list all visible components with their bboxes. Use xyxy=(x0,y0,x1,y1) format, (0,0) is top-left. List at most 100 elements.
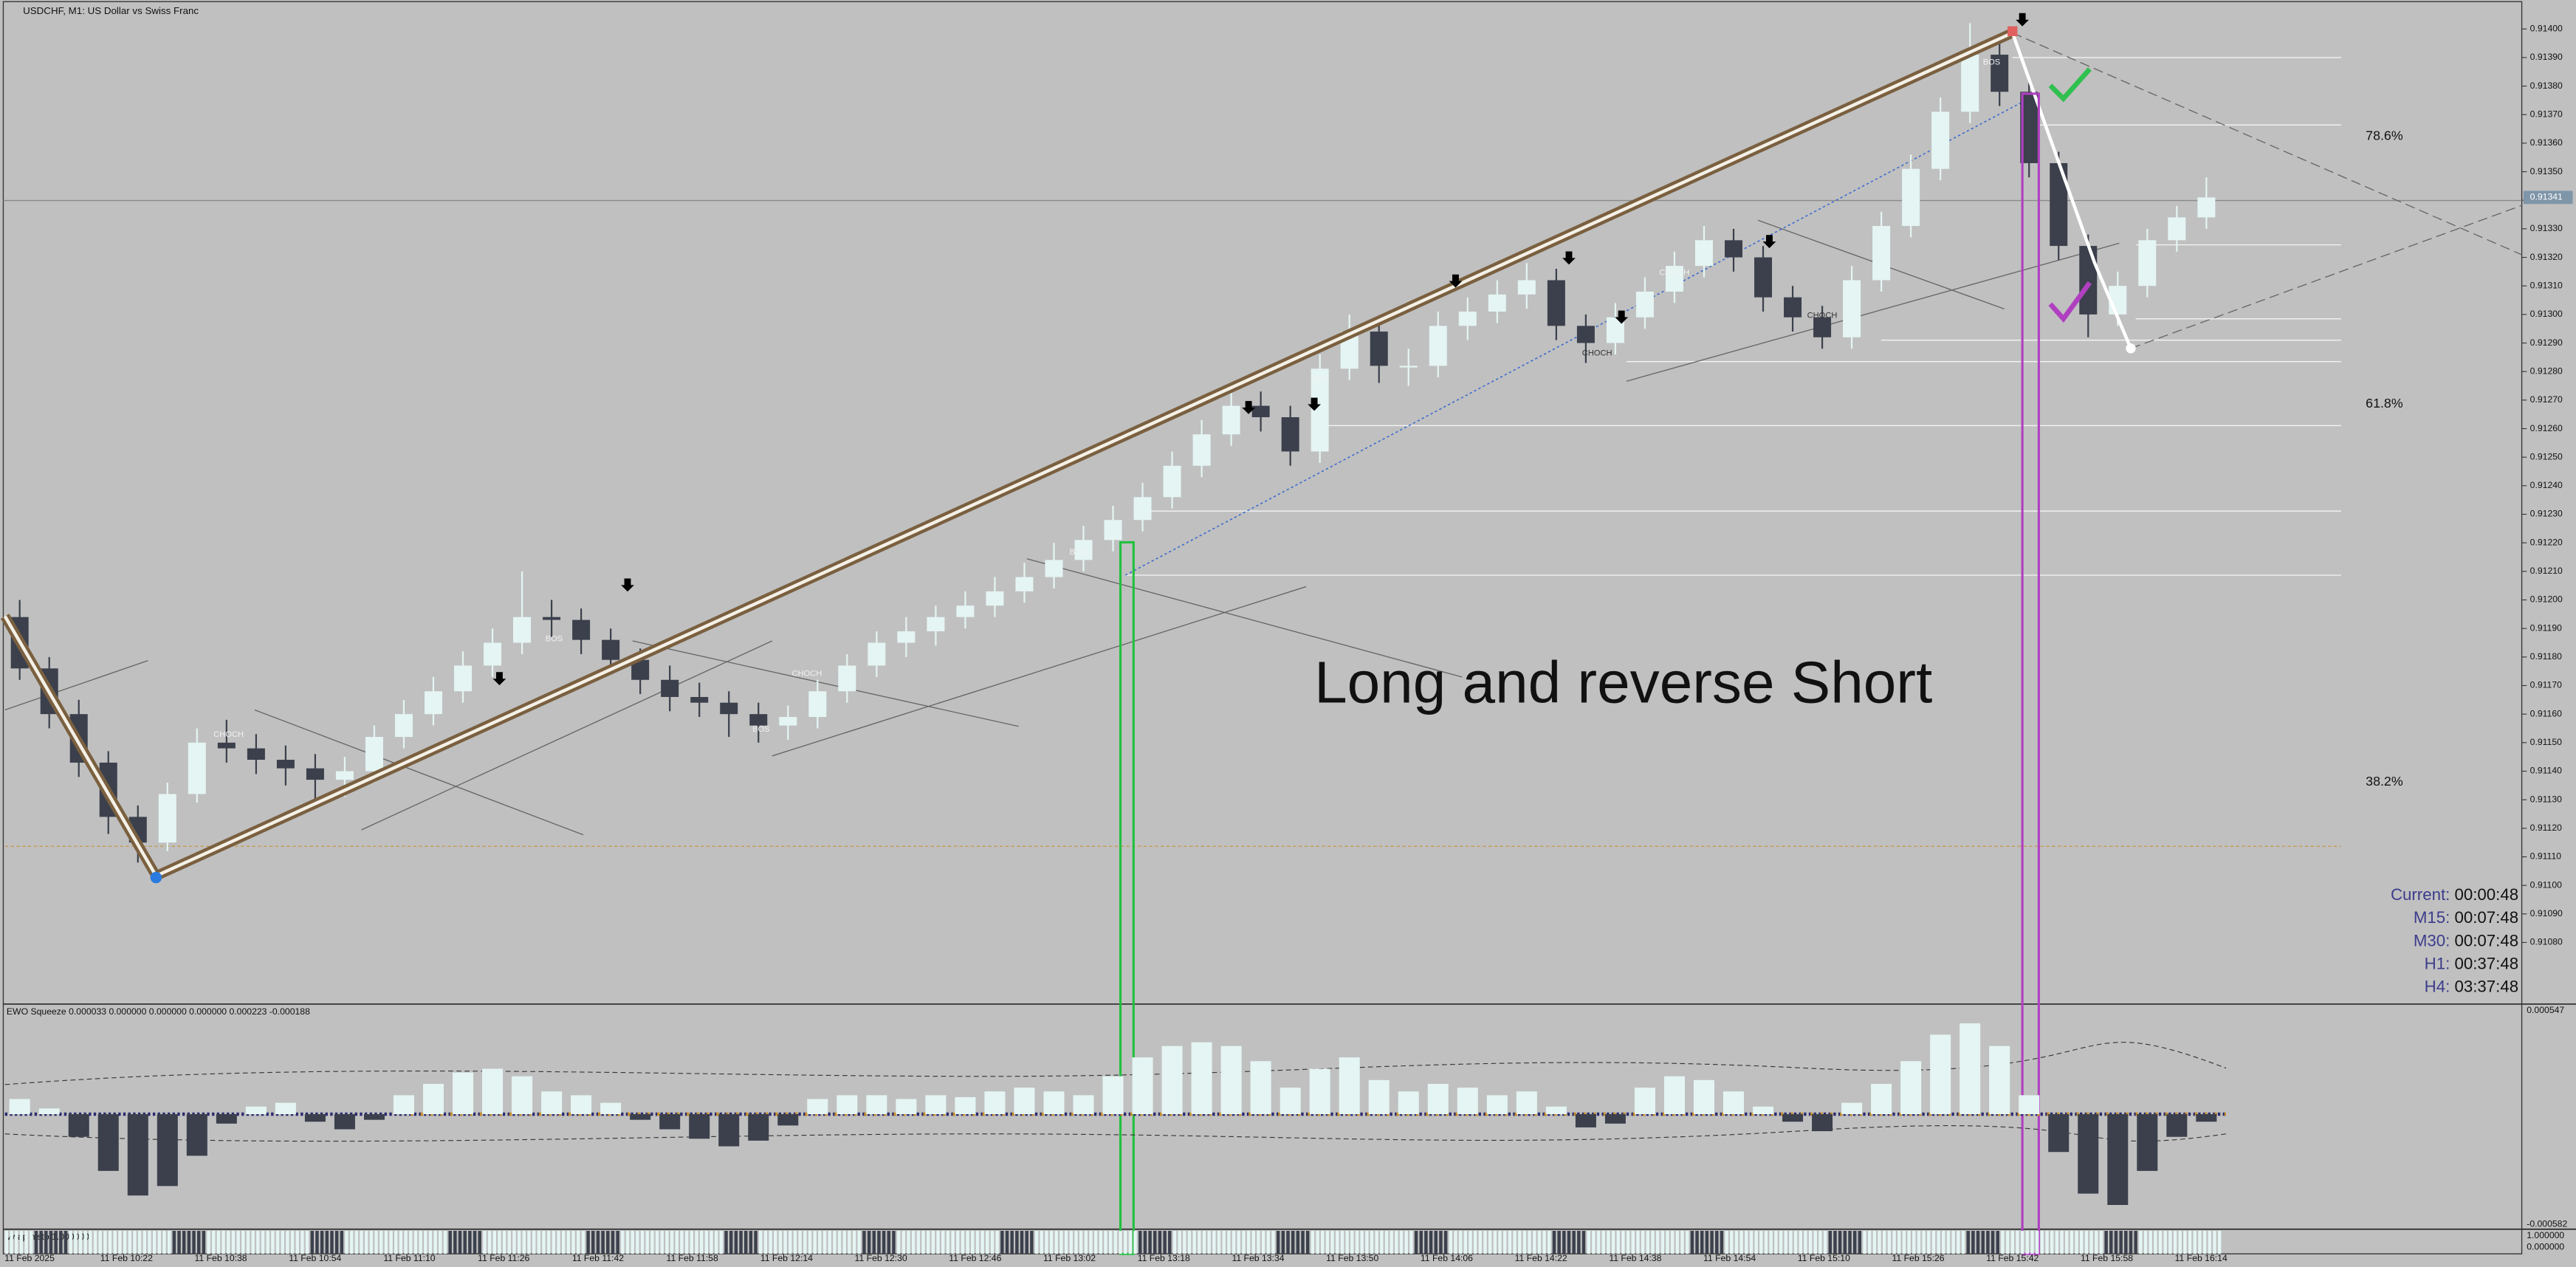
vwap-strip xyxy=(148,1231,151,1254)
vwap-strip xyxy=(221,1231,225,1254)
vwap-strip xyxy=(261,1231,265,1254)
histogram-bar xyxy=(2137,1113,2158,1171)
vwap-strip xyxy=(1843,1231,1847,1254)
y-tick-label: 0.91330 xyxy=(2530,223,2563,233)
candle-body xyxy=(1635,291,1654,317)
y-tick-label: 0.91130 xyxy=(2530,794,2562,804)
vwap-strip xyxy=(1340,1231,1344,1254)
vwap-strip xyxy=(1089,1231,1093,1254)
vwap-strip xyxy=(1641,1231,1645,1254)
trend-line xyxy=(2012,32,2522,255)
vwap-strip xyxy=(1370,1231,1374,1254)
vwap-strip xyxy=(1833,1231,1837,1254)
y-tick-label: 1.000000 xyxy=(2527,1230,2564,1240)
candle-body xyxy=(306,768,324,780)
vwap-strip xyxy=(1611,1231,1615,1254)
vwap-strip xyxy=(591,1231,595,1254)
vwap-strip xyxy=(384,1231,388,1254)
candle-body xyxy=(1517,280,1536,295)
x-tick-label: 11 Feb 15:58 xyxy=(2081,1253,2133,1263)
smc-label: BOS xyxy=(752,725,769,734)
vwap-strip xyxy=(1040,1231,1043,1254)
vwap-strip xyxy=(660,1231,664,1254)
histogram-bar xyxy=(984,1091,1006,1114)
vwap-strip xyxy=(349,1231,354,1254)
vwap-strip xyxy=(699,1231,704,1254)
vwap-strip xyxy=(305,1231,309,1254)
y-tick-label: 0.91180 xyxy=(2530,651,2562,662)
y-tick-label: 0.91200 xyxy=(2530,594,2563,605)
vwap-strip xyxy=(665,1231,669,1254)
vwap-strip xyxy=(1867,1231,1872,1254)
vwap-strip xyxy=(1434,1231,1438,1254)
vwap-strip xyxy=(1133,1231,1137,1254)
timer-label: Current: xyxy=(2391,885,2450,904)
vwap-strip xyxy=(1237,1231,1240,1254)
vwap-strip xyxy=(690,1231,694,1254)
trend-line xyxy=(632,640,1019,727)
histogram-bar xyxy=(1220,1045,1242,1114)
candle-body xyxy=(2197,197,2216,218)
vwap-strip xyxy=(192,1231,196,1254)
vwap-strip xyxy=(1616,1231,1620,1254)
vwap-strip xyxy=(916,1231,921,1254)
vwap-strip xyxy=(877,1231,881,1254)
histogram-bar xyxy=(659,1113,681,1130)
vwap-strip xyxy=(1054,1231,1058,1254)
histogram-bar xyxy=(837,1095,858,1114)
vwap-strip xyxy=(1473,1231,1477,1254)
vwap-strip xyxy=(2010,1231,2015,1254)
vwap-strip xyxy=(640,1231,645,1254)
vwap-strip xyxy=(1172,1231,1177,1254)
vwap-strip xyxy=(1143,1231,1147,1254)
swing-marker xyxy=(150,871,162,884)
vwap-strip xyxy=(2055,1231,2059,1254)
vwap-strip xyxy=(907,1231,910,1254)
vwap-strip xyxy=(818,1231,822,1254)
vwap-strip xyxy=(1207,1231,1211,1254)
x-tick-label: 11 Feb 11:10 xyxy=(383,1253,435,1263)
vwap-strip xyxy=(1769,1231,1773,1254)
vwap-strip xyxy=(128,1231,132,1254)
vwap-strip xyxy=(2213,1231,2216,1254)
vwap-strip xyxy=(1276,1231,1280,1254)
vwap-strip xyxy=(1502,1231,1507,1254)
vwap-strip xyxy=(492,1231,496,1254)
vwap-strip xyxy=(93,1231,97,1254)
histogram-bar xyxy=(2048,1113,2070,1153)
indicator-title: EWO Squeeze 0.000033 0.000000 0.000000 0… xyxy=(7,1006,310,1017)
histogram-bar xyxy=(896,1099,917,1114)
vwap-strip xyxy=(803,1231,807,1254)
vwap-strip xyxy=(2183,1231,2187,1254)
candle-body xyxy=(276,760,295,769)
vwap-strip xyxy=(1522,1231,1527,1254)
vwap-strip xyxy=(1902,1231,1906,1254)
vwap-strip xyxy=(941,1231,945,1254)
fib-label: 78.6% xyxy=(2366,128,2403,143)
y-tick-label: 0.91270 xyxy=(2530,394,2563,405)
vwap-strip xyxy=(1872,1231,1877,1254)
histogram-bar xyxy=(363,1113,385,1120)
histogram-bar xyxy=(2019,1095,2040,1114)
vwap-strip xyxy=(1596,1231,1601,1254)
histogram-bar xyxy=(275,1102,296,1114)
vwap-strip xyxy=(1232,1231,1236,1254)
y-tick-label: 0.91260 xyxy=(2530,423,2563,433)
vwap-strip xyxy=(310,1231,314,1254)
vwap-strip xyxy=(1799,1231,1802,1254)
vwap-strip xyxy=(334,1231,339,1254)
candle-body xyxy=(808,691,827,718)
vwap-strip xyxy=(1168,1231,1172,1254)
x-tick-label: 11 Feb 13:50 xyxy=(1326,1253,1378,1263)
candle-body xyxy=(868,642,886,666)
vwap-strip xyxy=(354,1231,359,1254)
arrow xyxy=(1242,401,1255,414)
vwap-strip xyxy=(419,1231,422,1254)
vwap-strip xyxy=(2109,1231,2113,1254)
x-tick-label: 11 Feb 10:54 xyxy=(289,1253,341,1263)
vwap-strip xyxy=(1375,1231,1378,1254)
vwap-strip xyxy=(251,1231,255,1254)
x-tick-label: 11 Feb 13:18 xyxy=(1138,1253,1190,1263)
check-mark xyxy=(2048,67,2092,103)
vwap-strip xyxy=(1937,1231,1940,1254)
